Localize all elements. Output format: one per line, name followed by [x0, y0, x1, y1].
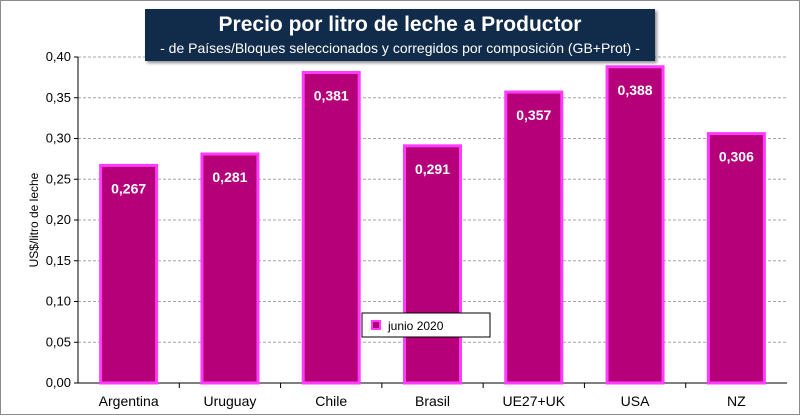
x-tick-label: USA: [621, 393, 650, 409]
chart-title: Precio por litro de leche a Productor: [218, 13, 582, 36]
y-tick-label: 0,00: [46, 375, 71, 390]
data-label: 0,381: [314, 87, 349, 103]
data-label: 0,357: [516, 107, 551, 123]
y-tick-label: 0,40: [46, 49, 71, 64]
bar: [301, 70, 361, 385]
legend-swatch: [371, 320, 381, 330]
chart-title-box: Precio por litro de leche a Productor - …: [145, 9, 655, 61]
x-tick-label: Brasil: [415, 393, 450, 409]
legend-box: [361, 312, 491, 338]
x-tick-label: UE27+UK: [502, 393, 565, 409]
y-tick-label: 0,10: [46, 294, 71, 309]
data-label: 0,291: [415, 161, 450, 177]
y-tick-label: 0,25: [46, 171, 71, 186]
x-tick-label: Argentina: [99, 393, 159, 409]
y-tick-label: 0,30: [46, 131, 71, 146]
legend-label: junio 2020: [387, 319, 444, 333]
bar: [605, 65, 665, 385]
y-axis-title: US$/litro de leche: [27, 172, 41, 267]
data-label: 0,281: [212, 169, 247, 185]
bar: [403, 144, 462, 385]
chart-subtitle: - de Países/Bloques seleccionados y corr…: [160, 40, 640, 56]
bar: [706, 132, 766, 385]
bar: [504, 90, 564, 385]
x-tick-label: NZ: [727, 393, 746, 409]
data-label: 0,306: [719, 149, 754, 165]
data-label: 0,267: [111, 180, 146, 196]
y-tick-label: 0,20: [46, 212, 71, 227]
bar: [99, 163, 159, 385]
bar: [200, 152, 260, 385]
x-tick-label: Chile: [315, 393, 347, 409]
data-label: 0,388: [618, 82, 653, 98]
y-tick-label: 0,05: [46, 334, 71, 349]
y-tick-label: 0,35: [46, 90, 71, 105]
y-tick-label: 0,15: [46, 253, 71, 268]
x-tick-label: Uruguay: [203, 393, 256, 409]
